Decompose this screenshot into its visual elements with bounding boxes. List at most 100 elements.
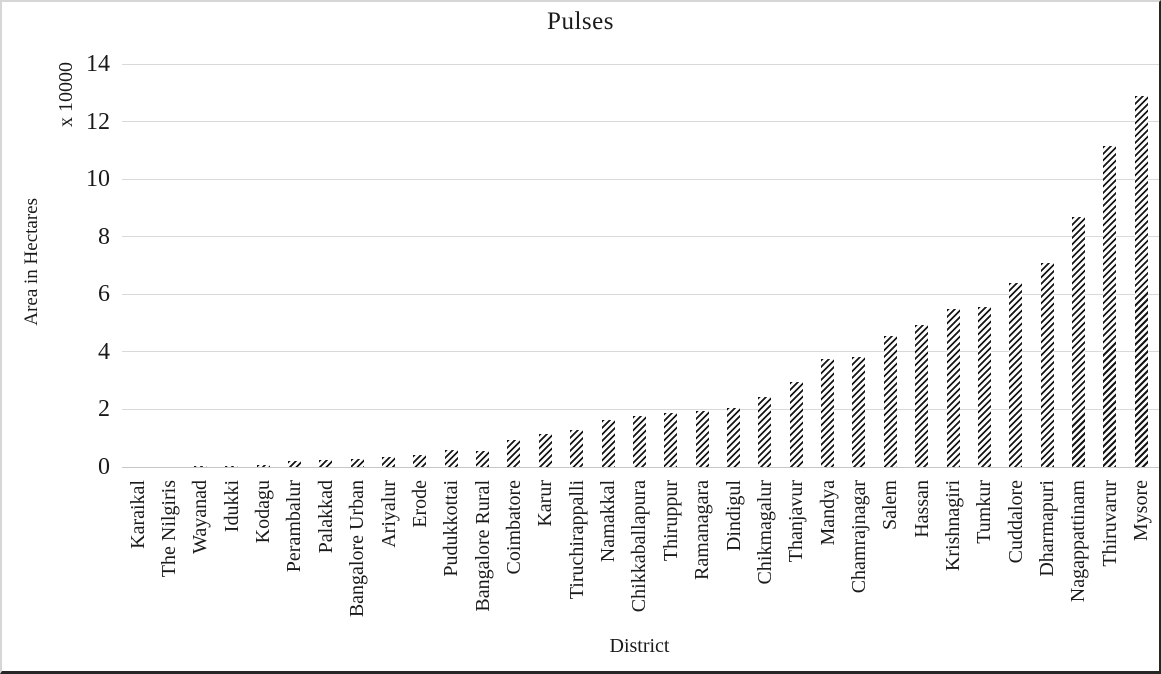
gridline-y-10 bbox=[122, 178, 1159, 180]
x-tick-label: Chikkaballapura bbox=[628, 480, 651, 613]
x-tick-label: Namakkal bbox=[597, 480, 620, 563]
bar-column-kodagu bbox=[247, 64, 278, 467]
x-tick-label: Karur bbox=[534, 480, 557, 527]
x-tick-cell: Kodagu bbox=[247, 480, 278, 635]
x-tick-label: Thiruppur bbox=[659, 480, 682, 562]
bar-column-nagappattinam bbox=[1063, 64, 1094, 467]
x-tick-label: Dindigul bbox=[722, 480, 745, 552]
x-tick-label: Mandya bbox=[816, 480, 839, 546]
x-tick-cell: Bangalore Urban bbox=[342, 480, 373, 635]
bar-column-krishnagiri bbox=[937, 64, 968, 467]
bar bbox=[476, 451, 490, 467]
x-tick-cell: Krishnagiri bbox=[937, 480, 968, 635]
bar-column-bangalore-rural bbox=[467, 64, 498, 467]
bar-column-chamrajnagar bbox=[843, 64, 874, 467]
bar-column-tiruchirappalli bbox=[561, 64, 592, 467]
bar bbox=[1071, 216, 1085, 467]
bar bbox=[319, 460, 333, 467]
x-tick-label: Ariyalur bbox=[377, 480, 400, 548]
x-tick-cell: Pudukkottai bbox=[436, 480, 467, 635]
x-tick-cell: Mandya bbox=[812, 480, 843, 635]
x-tick-cell: Cuddalore bbox=[1000, 480, 1031, 635]
bar bbox=[915, 325, 929, 467]
x-tick-label: Karaikal bbox=[126, 480, 149, 549]
x-tick-label: Ramanagara bbox=[691, 480, 714, 580]
bar bbox=[946, 308, 960, 467]
bar-column-palakkad bbox=[310, 64, 341, 467]
x-tick-label: Perambalur bbox=[283, 480, 306, 573]
x-tick-label: Pudukkottai bbox=[440, 480, 463, 577]
x-tick-cell: Thiruvarur bbox=[1094, 480, 1125, 635]
x-axis-title: District bbox=[609, 635, 670, 657]
y-tick-label-10: 10 bbox=[86, 166, 110, 193]
bar-column-idukki bbox=[216, 64, 247, 467]
gridline-y-12 bbox=[122, 121, 1159, 123]
x-tick-label: Bangalore Rural bbox=[471, 480, 494, 612]
bar-column-the-nilgiris bbox=[153, 64, 184, 467]
x-tick-label: Thiruvarur bbox=[1098, 480, 1121, 567]
bar bbox=[256, 465, 270, 467]
bar bbox=[883, 336, 897, 467]
x-tick-cell: Perambalur bbox=[279, 480, 310, 635]
x-tick-label: Idukki bbox=[220, 480, 243, 533]
x-tick-cell: Coimbatore bbox=[498, 480, 529, 635]
x-tick-cell: The Nilgiris bbox=[153, 480, 184, 635]
bar bbox=[382, 456, 396, 467]
bar-column-wayanad bbox=[185, 64, 216, 467]
bar-column-dindigul bbox=[718, 64, 749, 467]
x-tick-cell: Idukki bbox=[216, 480, 247, 635]
bar-column-cuddalore bbox=[1000, 64, 1031, 467]
bar bbox=[350, 458, 364, 467]
y-tick-label-4: 4 bbox=[98, 338, 110, 365]
x-tick-label: Tiruchirappalli bbox=[565, 480, 588, 600]
bar bbox=[413, 454, 427, 467]
bar bbox=[225, 466, 239, 467]
gridline-y-2 bbox=[122, 408, 1159, 410]
bar bbox=[193, 466, 207, 467]
bar-column-hassan bbox=[906, 64, 937, 467]
bar-column-perambalur bbox=[279, 64, 310, 467]
x-tick-label: Erode bbox=[408, 480, 431, 528]
x-tick-label: Bangalore Urban bbox=[346, 480, 369, 618]
bar-column-erode bbox=[404, 64, 435, 467]
gridline-y-0 bbox=[122, 466, 1159, 468]
x-tick-cell: Ramanagara bbox=[686, 480, 717, 635]
bar bbox=[1134, 96, 1148, 467]
x-tick-cell: Karur bbox=[530, 480, 561, 635]
x-tick-label: Dharmapuri bbox=[1036, 480, 1059, 577]
bar-column-coimbatore bbox=[498, 64, 529, 467]
y-tick-label-12: 12 bbox=[86, 108, 110, 135]
x-tick-label: Chikmagalur bbox=[753, 480, 776, 585]
x-tick-label: Thanjavur bbox=[785, 480, 808, 563]
x-tick-cell: Bangalore Rural bbox=[467, 480, 498, 635]
x-tick-label: Nagappattinam bbox=[1067, 480, 1090, 603]
x-tick-cell: Thanjavur bbox=[781, 480, 812, 635]
y-tick-label-14: 14 bbox=[86, 51, 110, 77]
gridline-y-14 bbox=[122, 63, 1159, 65]
chart-title: Pulses bbox=[547, 8, 614, 35]
bar-column-namakkal bbox=[592, 64, 623, 467]
x-tick-label: Coimbatore bbox=[502, 480, 525, 575]
bar-column-ramanagara bbox=[686, 64, 717, 467]
x-tick-cell: Karaikal bbox=[122, 480, 153, 635]
x-tick-cell: Nagappattinam bbox=[1063, 480, 1094, 635]
bar bbox=[664, 413, 678, 467]
x-tick-label: The Nilgiris bbox=[158, 480, 181, 578]
x-tick-cell: Wayanad bbox=[185, 480, 216, 635]
bar bbox=[507, 439, 521, 467]
bar-column-tumkur bbox=[969, 64, 1000, 467]
bar-column-thiruppur bbox=[655, 64, 686, 467]
x-tick-label: Tumkur bbox=[973, 480, 996, 544]
x-tick-label: Palakkad bbox=[314, 480, 337, 554]
bar bbox=[570, 430, 584, 467]
bar-column-bangalore-urban bbox=[342, 64, 373, 467]
x-tick-label: Wayanad bbox=[189, 480, 212, 554]
x-tick-label: Mysore bbox=[1130, 480, 1153, 542]
x-tick-cell: Dindigul bbox=[718, 480, 749, 635]
bar-column-karur bbox=[530, 64, 561, 467]
bar-column-chikmagalur bbox=[749, 64, 780, 467]
x-tick-cell: Salem bbox=[875, 480, 906, 635]
plot-area bbox=[122, 64, 1157, 467]
y-tick-label-0: 0 bbox=[98, 454, 110, 480]
x-tick-cell: Chamrajnagar bbox=[843, 480, 874, 635]
